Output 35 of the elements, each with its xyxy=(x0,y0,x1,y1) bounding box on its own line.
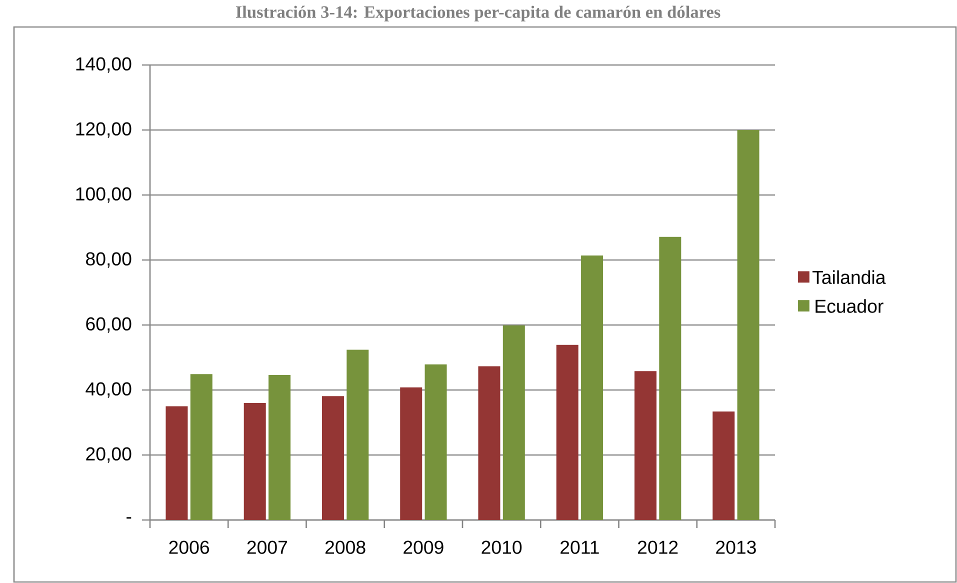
y-tick-label: 80,00 xyxy=(86,252,132,268)
y-tick-label: 60,00 xyxy=(86,317,132,333)
x-tick-label: 2008 xyxy=(325,540,366,554)
y-tick-label: 100,00 xyxy=(76,187,132,203)
x-tick-label: 2009 xyxy=(404,540,444,554)
bar xyxy=(502,325,525,520)
bar xyxy=(478,366,500,520)
x-tick-label: 2007 xyxy=(247,540,288,554)
y-tick-label: 20,00 xyxy=(86,447,132,463)
bar xyxy=(424,364,447,520)
x-tick-label: 2006 xyxy=(169,540,209,554)
y-tick-label: 140,00 xyxy=(76,57,132,73)
bar xyxy=(244,402,266,520)
x-tick-label: 2013 xyxy=(716,540,756,554)
bar xyxy=(268,375,291,520)
bar xyxy=(346,350,369,520)
bar xyxy=(712,411,735,520)
bar xyxy=(634,371,656,520)
bar xyxy=(400,387,422,520)
bar xyxy=(190,374,212,520)
y-tick-label: 120,00 xyxy=(76,122,132,138)
legend-label: Ecuador xyxy=(816,299,884,313)
x-tick-label: 2012 xyxy=(638,540,678,554)
bar xyxy=(166,406,188,520)
y-tick-label: 40,00 xyxy=(86,382,132,398)
bar xyxy=(581,255,604,520)
y-tick-label: - xyxy=(126,517,132,519)
chart-title: Ilustración 3-14: Exportaciones per-capita de camarón en dólares xyxy=(236,6,720,22)
bar xyxy=(322,396,344,520)
bar xyxy=(659,236,682,520)
bar xyxy=(737,130,760,520)
x-tick-label: 2011 xyxy=(560,540,599,554)
x-tick-label: 2010 xyxy=(482,540,522,554)
legend-label: Tailandia xyxy=(812,270,886,284)
bar xyxy=(556,344,578,520)
